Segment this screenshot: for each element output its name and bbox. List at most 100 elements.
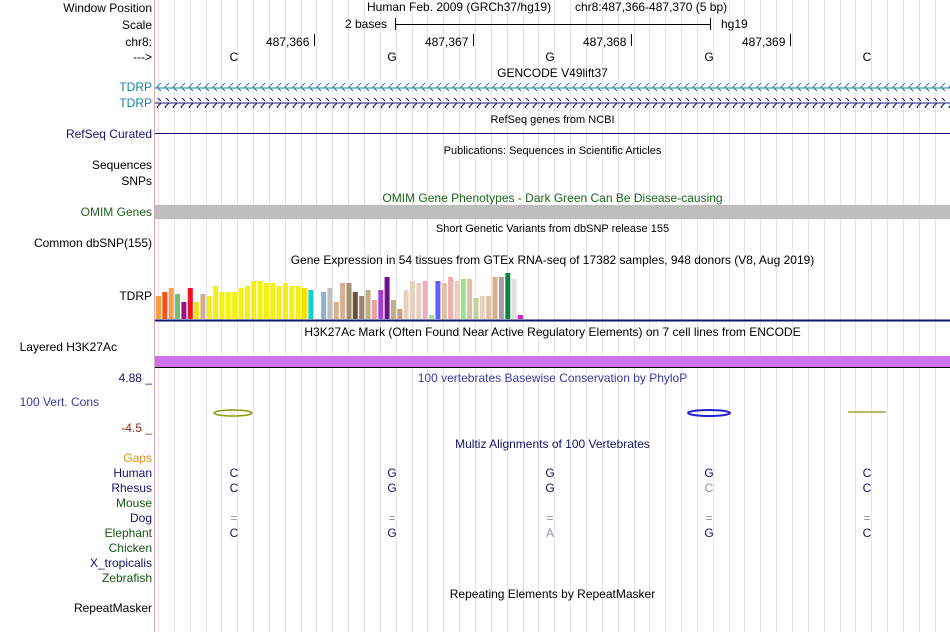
- gtex-tissue-bar[interactable]: [479, 296, 485, 319]
- gtex-tissue-bar[interactable]: [314, 288, 320, 319]
- elephant-base: G: [387, 526, 397, 540]
- gtex-tissue-bar[interactable]: [225, 292, 231, 319]
- coord-4: 487,369: [742, 35, 786, 49]
- gtex-tissue-bar[interactable]: [441, 283, 447, 319]
- gtex-tissue-bar[interactable]: [232, 292, 238, 319]
- gencode-transcript-2[interactable]: [155, 98, 950, 108]
- gtex-tissue-bar[interactable]: [263, 283, 269, 319]
- species-label-zebrafish[interactable]: Zebrafish: [101, 571, 152, 585]
- grid-line: [744, 0, 745, 632]
- track-label-tdrp-gencode-1[interactable]: TDRP: [119, 80, 152, 94]
- track-label-gtex-tdrp[interactable]: TDRP: [119, 289, 152, 303]
- gtex-tissue-bar[interactable]: [194, 302, 200, 319]
- gtex-tissue-bar[interactable]: [505, 273, 511, 319]
- gtex-tissue-bar[interactable]: [162, 292, 168, 319]
- gtex-tissue-bar[interactable]: [454, 281, 460, 319]
- gencode-transcripts[interactable]: [155, 82, 950, 112]
- gtex-tissue-bar[interactable]: [416, 283, 422, 319]
- track-label-dbsnp[interactable]: Common dbSNP(155): [33, 236, 152, 250]
- genome-browser-track-area[interactable]: Human Feb. 2009 (GRCh37/hg19) chr8:487,3…: [155, 0, 950, 632]
- gtex-tissue-bar[interactable]: [517, 315, 523, 319]
- gtex-tissue-bar[interactable]: [206, 296, 212, 319]
- gtex-tissue-bar[interactable]: [276, 286, 282, 319]
- gtex-tissue-bar[interactable]: [352, 292, 358, 319]
- gtex-tissue-bar[interactable]: [295, 286, 301, 319]
- phylop-marks[interactable]: [155, 405, 950, 421]
- grid-line: [697, 0, 698, 632]
- gtex-tissue-bar[interactable]: [308, 290, 314, 319]
- track-label-gaps[interactable]: Gaps: [123, 451, 152, 465]
- gtex-tissue-bar[interactable]: [346, 283, 352, 319]
- window-position-label: Window Position: [63, 1, 152, 15]
- gtex-tissue-bar[interactable]: [378, 290, 384, 319]
- gtex-tissue-bar[interactable]: [511, 279, 517, 319]
- species-label-x-tropicalis[interactable]: X_tropicalis: [89, 556, 152, 570]
- gtex-tissue-bar[interactable]: [244, 286, 250, 319]
- track-label-sequences[interactable]: Sequences: [91, 158, 152, 172]
- gtex-tissue-bar[interactable]: [365, 290, 371, 319]
- gtex-tissue-bar[interactable]: [251, 281, 257, 319]
- dog-base: =: [863, 511, 871, 525]
- gtex-tissue-bar[interactable]: [422, 281, 428, 319]
- gtex-tissue-bar[interactable]: [467, 279, 473, 319]
- gtex-tissue-bar[interactable]: [410, 281, 415, 319]
- gtex-tissue-bar[interactable]: [486, 296, 492, 319]
- gtex-tissue-bar[interactable]: [473, 298, 479, 319]
- track-label-h3k27ac[interactable]: Layered H3K27Ac: [19, 340, 117, 354]
- grid-line: [570, 0, 571, 632]
- species-label-rhesus[interactable]: Rhesus: [111, 481, 152, 495]
- gtex-tissue-bar[interactable]: [302, 288, 307, 319]
- gtex-tissue-bar[interactable]: [283, 283, 288, 319]
- track-label-repeatmasker[interactable]: RepeatMasker: [73, 601, 152, 615]
- phylop-mark-2: [687, 409, 731, 417]
- track-labels-column: Window Position Scale chr8: ---> TDRP TD…: [0, 0, 152, 632]
- elephant-base: G: [704, 526, 714, 540]
- gtex-tissue-bar[interactable]: [492, 277, 498, 319]
- gtex-bar-chart[interactable]: [155, 268, 950, 322]
- gtex-tissue-bar[interactable]: [219, 292, 225, 319]
- gtex-tissue-bar[interactable]: [200, 294, 206, 319]
- gtex-tissue-bar[interactable]: [390, 300, 396, 319]
- gtex-tissue-bar[interactable]: [327, 288, 333, 319]
- gtex-tissue-bar[interactable]: [156, 296, 161, 319]
- gencode-transcript-1[interactable]: [155, 83, 950, 93]
- track-label-tdrp-gencode-2[interactable]: TDRP: [119, 96, 152, 110]
- gtex-tissue-bar[interactable]: [371, 300, 377, 319]
- gtex-tissue-bar[interactable]: [270, 283, 276, 319]
- gtex-tissue-bar[interactable]: [213, 286, 219, 319]
- gtex-tissue-bar[interactable]: [238, 288, 244, 319]
- gtex-tissue-bar[interactable]: [168, 288, 174, 319]
- species-label-elephant[interactable]: Elephant: [104, 526, 152, 540]
- gtex-tissue-bar[interactable]: [181, 302, 187, 319]
- gtex-tissue-bar[interactable]: [435, 281, 441, 319]
- gtex-tissue-bar[interactable]: [340, 283, 346, 319]
- track-label-refseq[interactable]: RefSeq Curated: [65, 127, 152, 141]
- grid-line: [713, 0, 714, 632]
- gtex-tissue-bar[interactable]: [403, 290, 409, 319]
- refseq-gene-line[interactable]: [155, 133, 950, 134]
- h3k27ac-signal-bar[interactable]: [155, 356, 950, 367]
- gtex-tissue-bar[interactable]: [175, 294, 180, 319]
- gtex-tissue-bar[interactable]: [397, 309, 403, 319]
- species-label-dog[interactable]: Dog: [129, 511, 152, 525]
- gtex-tissue-bar[interactable]: [384, 277, 390, 319]
- gtex-tissue-bar[interactable]: [289, 286, 295, 319]
- gtex-tissue-bar[interactable]: [359, 296, 365, 319]
- gtex-tissue-bar[interactable]: [257, 281, 263, 319]
- gtex-tissue-bar[interactable]: [333, 302, 339, 319]
- gtex-tissue-bar[interactable]: [321, 292, 327, 319]
- omim-gene-bar[interactable]: [155, 205, 950, 219]
- gtex-tissue-bar[interactable]: [448, 277, 454, 319]
- grid-line: [776, 0, 777, 632]
- coord-tick-1: [314, 34, 315, 46]
- species-label-mouse[interactable]: Mouse: [115, 496, 152, 510]
- species-label-chicken[interactable]: Chicken: [108, 541, 152, 555]
- gtex-tissue-bar[interactable]: [460, 279, 466, 319]
- gtex-tissue-bar[interactable]: [187, 288, 193, 319]
- gtex-tissue-bar[interactable]: [429, 315, 435, 319]
- track-label-snps[interactable]: SNPs: [121, 174, 152, 188]
- species-label-human[interactable]: Human: [113, 466, 152, 480]
- track-label-omim[interactable]: OMIM Genes: [80, 205, 152, 219]
- track-label-100-vert-cons[interactable]: 100 Vert. Cons: [19, 395, 99, 409]
- gtex-tissue-bar[interactable]: [498, 277, 504, 319]
